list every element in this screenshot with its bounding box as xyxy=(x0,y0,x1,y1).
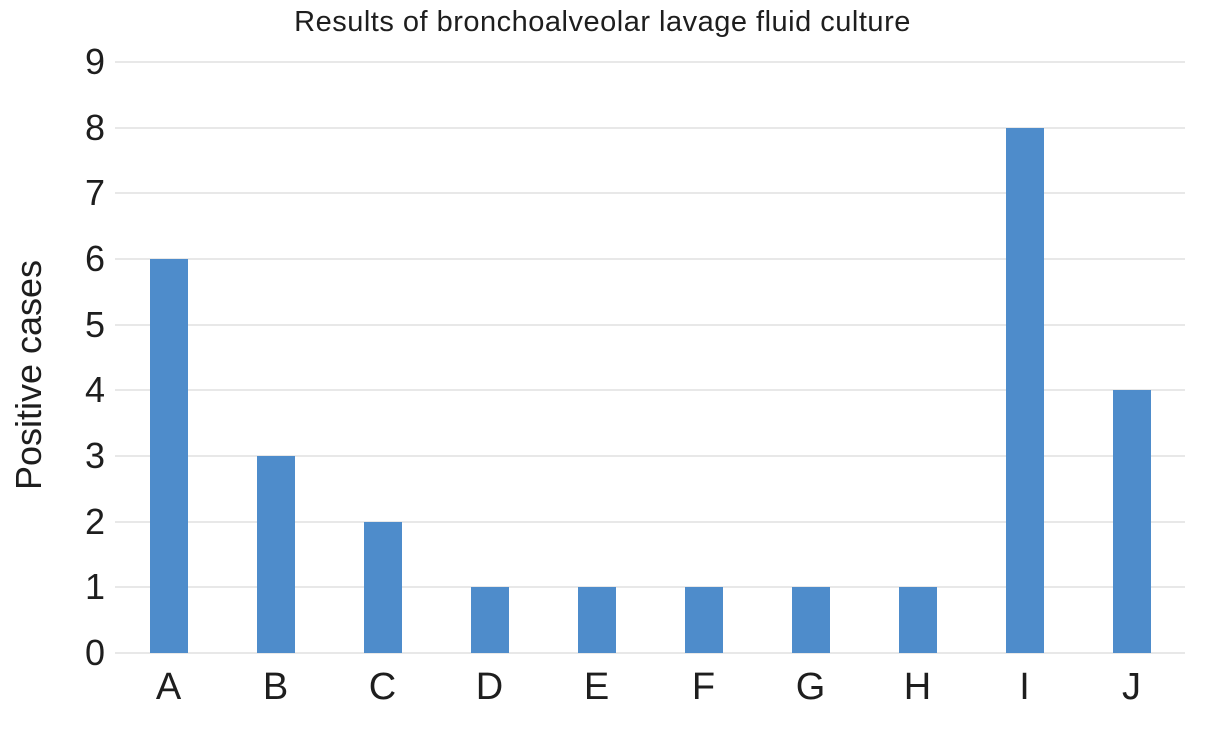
gridline-1 xyxy=(115,586,1185,589)
gridline-6 xyxy=(115,258,1185,260)
gridline-5 xyxy=(115,323,1185,326)
gridline-2 xyxy=(115,520,1185,523)
plot-area xyxy=(115,61,1185,654)
y-tick-label-2: 2 xyxy=(84,500,105,542)
bar-G xyxy=(791,587,830,653)
bar-E xyxy=(577,587,616,653)
bar-C xyxy=(363,521,402,653)
x-tick-label-H: H xyxy=(903,666,932,708)
bar-B xyxy=(256,456,295,653)
gridline-8 xyxy=(115,126,1185,129)
y-tick-label-7: 7 xyxy=(84,172,105,214)
x-tick-label-A: A xyxy=(155,666,182,708)
y-tick-label-1: 1 xyxy=(84,566,105,608)
bar-I xyxy=(1005,127,1044,653)
bar-F xyxy=(684,587,723,653)
y-tick-label-0: 0 xyxy=(84,632,105,673)
bar-D xyxy=(470,587,509,653)
bar-A xyxy=(149,259,188,653)
gridline-3 xyxy=(115,455,1185,457)
gridline-0 xyxy=(115,652,1185,654)
bar-J xyxy=(1112,390,1151,653)
x-tick-label-I: I xyxy=(1019,666,1030,708)
y-tick-label-9: 9 xyxy=(84,41,105,82)
gridline-9 xyxy=(115,61,1185,63)
x-tick-label-E: E xyxy=(583,666,610,708)
x-tick-label-D: D xyxy=(475,666,504,708)
y-tick-label-8: 8 xyxy=(84,106,105,148)
x-tick-label-G: G xyxy=(795,666,826,708)
y-axis-label: Positive cases xyxy=(8,259,49,491)
x-tick-label-C: C xyxy=(368,666,397,708)
x-tick-label-F: F xyxy=(691,666,716,708)
gridline-4 xyxy=(115,389,1185,392)
x-tick-label-B: B xyxy=(262,666,289,708)
gridline-7 xyxy=(115,192,1185,195)
bar-H xyxy=(898,587,937,653)
chart-title: Results of bronchoalveolar lavage fluid … xyxy=(294,6,911,38)
x-tick-label-J: J xyxy=(1122,666,1141,708)
